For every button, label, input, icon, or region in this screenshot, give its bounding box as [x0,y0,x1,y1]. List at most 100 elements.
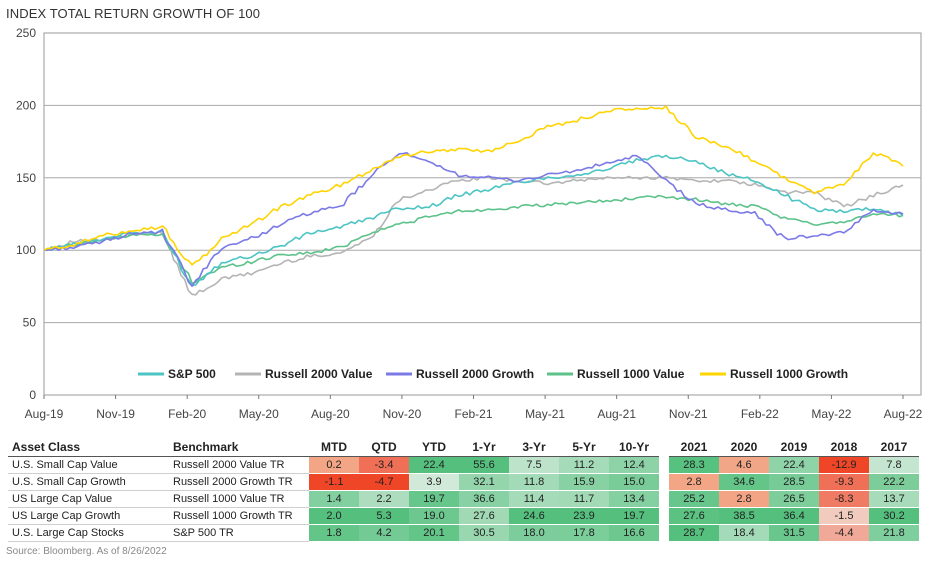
series-line-s-p-500 [43,154,904,287]
line-chart: 0 50 100 150 200 250 Aug-19 Nov-19 Feb-20 May-20 A… [16,26,923,421]
x-tick-label: Aug-20 [311,407,350,421]
table-row: U.S. Small Cap Growth Russell 2000 Growth… [8,473,919,491]
return-value-cell: 27.6 [459,507,509,525]
return-value-cell: 7.5 [509,456,559,474]
legend-label: Russell 1000 Growth [730,367,848,381]
return-value-cell: 21.8 [869,524,919,542]
column-header: 5-Yr [559,438,609,457]
asset-class-cell: U.S. Small Cap Value [8,456,169,474]
return-value-cell: 34.6 [719,473,769,491]
column-header: 2018 [819,438,869,457]
return-value-cell: 27.6 [669,507,719,525]
column-header: Benchmark [169,438,309,457]
column-gap [659,456,669,474]
series-line-russell-2000-growth [43,152,904,288]
column-header: 2020 [719,438,769,457]
return-value-cell: 15.9 [559,473,609,491]
return-value-cell: 19.0 [409,507,459,525]
x-tick-label: May-22 [811,407,851,421]
return-value-cell: 26.5 [769,490,819,508]
return-value-cell: 28.7 [669,524,719,542]
y-tick-label: 250 [16,26,36,40]
column-header: MTD [309,438,359,457]
return-value-cell: -4.7 [359,473,409,491]
return-value-cell: 19.7 [409,490,459,508]
column-header: 1-Yr [459,438,509,457]
return-value-cell: -9.3 [819,473,869,491]
benchmark-cell: Russell 1000 Growth TR [169,507,309,525]
y-tick-label: 50 [23,316,37,330]
return-value-cell: -3.4 [359,456,409,474]
column-header: 2021 [669,438,719,457]
x-tick-label: May-20 [239,407,279,421]
y-tick-label: 0 [29,388,36,402]
return-value-cell: 3.9 [409,473,459,491]
x-tick-label: Nov-20 [383,407,422,421]
asset-class-cell: U.S. Small Cap Growth [8,473,169,491]
returns-table: Asset Class Benchmark MTD QTD YTD 1-Yr 3-Yr 5-Y… [8,438,919,542]
x-tick-label: Feb-21 [454,407,492,421]
axes: 0 50 100 150 200 250 Aug-19 Nov-19 Feb-20 May-20 A… [16,26,923,421]
series-line-russell-1000-growth [43,105,904,266]
column-header: 2017 [869,438,919,457]
x-tick-label: Aug-21 [597,407,636,421]
column-gap [659,507,669,525]
legend-label: Russell 2000 Growth [416,367,534,381]
legend-label: Russell 1000 Value [577,367,685,381]
return-value-cell: 1.4 [309,490,359,508]
chart-title: INDEX TOTAL RETURN GROWTH OF 100 [6,6,261,21]
return-value-cell: 13.7 [869,490,919,508]
benchmark-cell: S&P 500 TR [169,524,309,542]
benchmark-cell: Russell 1000 Value TR [169,490,309,508]
table-row: US Large Cap Growth Russell 1000 Growth T… [8,507,919,525]
return-value-cell: 24.6 [509,507,559,525]
legend-label: Russell 2000 Value [265,367,373,381]
table-body: U.S. Small Cap Value Russell 2000 Value T… [8,456,919,542]
return-value-cell: 19.7 [609,507,659,525]
x-tick-label: Aug-19 [25,407,64,421]
table-row: U.S. Large Cap Stocks S&P 500 TR 1.8 4.2 20.… [8,524,919,542]
column-header: 2019 [769,438,819,457]
column-gap [659,473,669,491]
return-value-cell: 38.5 [719,507,769,525]
return-value-cell: 11.2 [559,456,609,474]
return-value-cell: 2.0 [309,507,359,525]
return-value-cell: -4.4 [819,524,869,542]
return-value-cell: 11.4 [509,490,559,508]
column-header: 10-Yr [609,438,659,457]
series-line-russell-2000-value [43,175,904,296]
return-value-cell: 25.2 [669,490,719,508]
legend: S&P 500 Russell 2000 Value Russell 2000 Gr… [138,367,848,381]
plot-frame [43,32,922,396]
y-tick-label: 150 [16,171,36,185]
return-value-cell: 28.5 [769,473,819,491]
return-value-cell: 2.2 [359,490,409,508]
x-tick-label: Feb-22 [741,407,779,421]
column-gap [659,438,669,457]
return-value-cell: -1.5 [819,507,869,525]
legend-label: S&P 500 [168,367,216,381]
return-value-cell: 4.6 [719,456,769,474]
series-line-russell-1000-value [43,194,904,285]
table-header-row: Asset Class Benchmark MTD QTD YTD 1-Yr 3-Yr 5-Y… [8,438,919,457]
return-value-cell: -1.1 [309,473,359,491]
return-value-cell: 18.4 [719,524,769,542]
return-value-cell: -8.3 [819,490,869,508]
x-tick-label: Nov-19 [96,407,135,421]
return-value-cell: 13.4 [609,490,659,508]
return-value-cell: 5.3 [359,507,409,525]
return-value-cell: 11.8 [509,473,559,491]
return-value-cell: 4.2 [359,524,409,542]
return-value-cell: 16.6 [609,524,659,542]
return-value-cell: 7.8 [869,456,919,474]
return-value-cell: 1.8 [309,524,359,542]
return-value-cell: 17.8 [559,524,609,542]
series-lines [43,105,904,296]
column-gap [659,490,669,508]
return-value-cell: 28.3 [669,456,719,474]
benchmark-cell: Russell 2000 Growth TR [169,473,309,491]
benchmark-cell: Russell 2000 Value TR [169,456,309,474]
asset-class-cell: US Large Cap Growth [8,507,169,525]
return-value-cell: 11.7 [559,490,609,508]
table-row: U.S. Small Cap Value Russell 2000 Value T… [8,456,919,474]
